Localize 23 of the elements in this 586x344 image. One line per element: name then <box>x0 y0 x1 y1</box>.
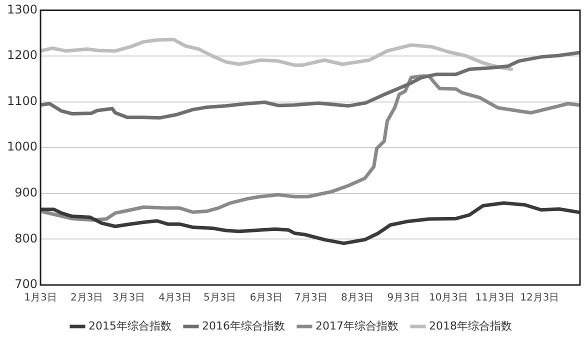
legend-label: 2016年综合指数 <box>202 319 286 332</box>
x-tick-label: 6月3日 <box>250 292 283 304</box>
y-tick-label: 800 <box>14 231 38 246</box>
legend-label: 2018年综合指数 <box>428 319 512 332</box>
x-tick-label: 2月3日 <box>70 292 104 304</box>
y-tick-label: 1000 <box>6 140 38 154</box>
x-tick-label: 12月3日 <box>520 292 560 304</box>
x-tick-label: 4月3日 <box>158 292 192 304</box>
x-tick-label: 9月3日 <box>387 292 420 304</box>
legend-label: 2017年综合指数 <box>316 319 398 332</box>
y-tick-label: 900 <box>14 186 38 200</box>
x-tick-label: 5月3日 <box>203 292 236 304</box>
y-tick-label: 1200 <box>6 48 38 62</box>
x-tick-label: 1月3日 <box>24 292 57 304</box>
y-tick-label: 700 <box>14 277 38 292</box>
x-tick-label: 3月3日 <box>112 292 146 304</box>
x-tick-label: 7月3日 <box>294 292 328 304</box>
legend-label: 2015年综合指数 <box>88 319 172 332</box>
y-tick-label: 1300 <box>6 2 38 16</box>
x-tick-label: 10月3日 <box>428 292 468 304</box>
x-tick-label: 8月3日 <box>340 292 374 304</box>
y-tick-label: 1100 <box>6 94 38 108</box>
x-tick-label: 11月3日 <box>475 292 514 304</box>
